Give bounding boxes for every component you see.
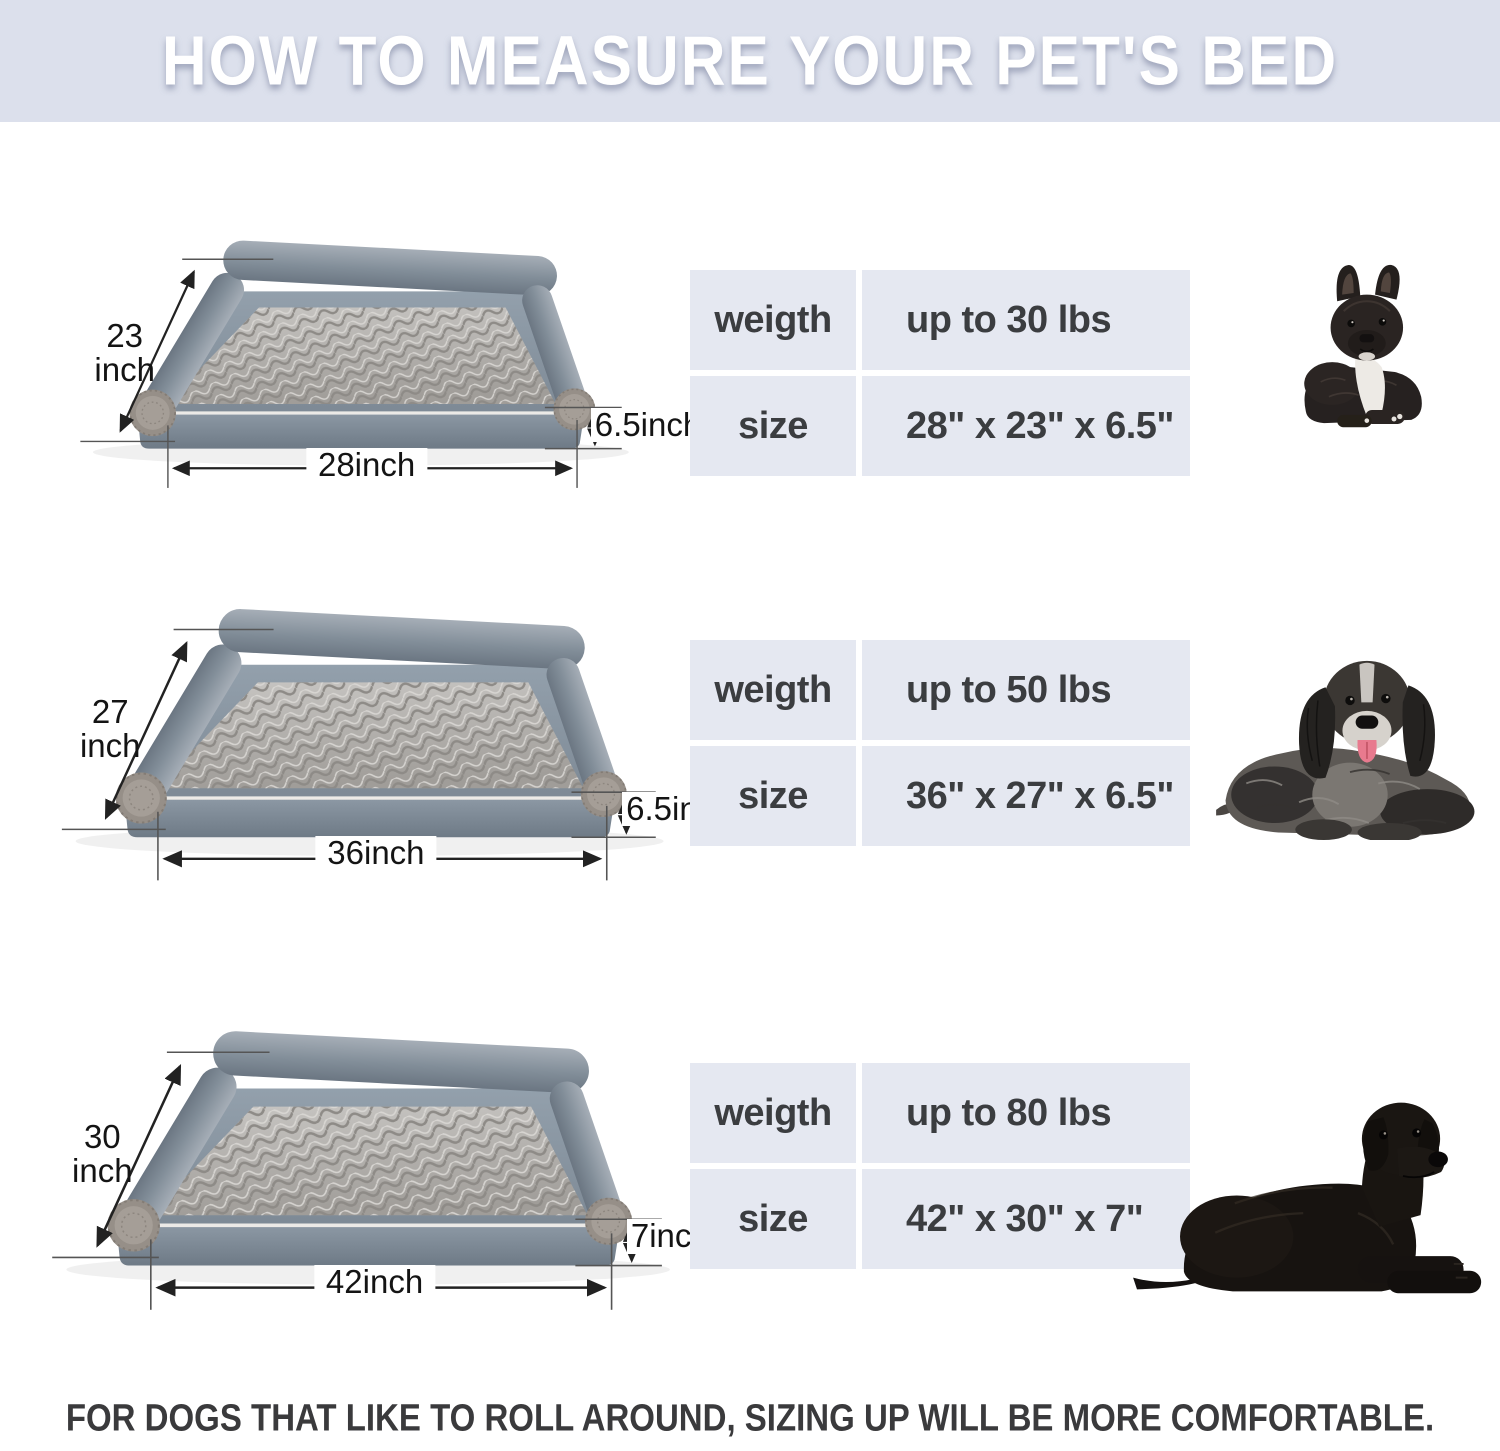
bed-diagram-medium: 27 inch 36inch 6.5inch [26,604,737,898]
width-dimension-label: 36inch [315,835,437,871]
weight-label-cell: weigth [690,270,856,370]
spec-table-small: weigth up to 30 lbs size 28" x 23" x 6.5… [690,270,1190,476]
side-dimension-label: 30 inch [43,1117,163,1189]
spec-table-medium: weigth up to 50 lbs size 36" x 27" x 6.5… [690,640,1190,846]
size-label-cell: size [690,1169,856,1269]
side-dimension-label: 23 inch [72,317,178,389]
footer-note: FOR DOGS THAT LIKE TO ROLL AROUND, SIZIN… [65,1396,1435,1439]
size-value-cell: 42" x 30" x 7" [862,1169,1190,1269]
side-dimension-unit: inch [72,1151,133,1189]
width-dimension-label: 28inch [305,447,428,483]
side-dimension-value: 23 [106,317,144,355]
weight-label-cell: weigth [690,1063,856,1163]
weight-value-cell: up to 80 lbs [862,1063,1190,1163]
bed-diagram-small: 23 inch 28inch 6.5inch [48,236,706,504]
width-dimension-label: 42inch [313,1264,436,1299]
side-dimension-label: 27 inch [52,693,169,765]
weight-value-cell: up to 50 lbs [862,640,1190,740]
side-dimension-value: 27 [91,693,129,731]
weight-label-cell: weigth [690,640,856,740]
dog-photo-black-labrador [1126,1086,1500,1306]
black-labrador-illustration [1133,1102,1482,1294]
weight-value-cell: up to 30 lbs [862,270,1190,370]
side-dimension-unit: inch [94,351,155,389]
size-value-cell: 36" x 27" x 6.5" [862,746,1190,846]
page-title: HOW TO MEASURE YOUR PET'S BED [161,22,1339,100]
cocker-spaniel-illustration [1216,660,1475,840]
dog-photo-french-bulldog [1296,258,1436,440]
size-value-cell: 28" x 23" x 6.5" [862,376,1190,476]
bed-diagram-large: 30 inch 42inch 7inch [16,1026,714,1328]
french-bulldog-illustration [1304,264,1422,428]
size-label-cell: size [690,746,856,846]
header-banner: HOW TO MEASURE YOUR PET'S BED [0,0,1500,122]
height-dimension-label: 6.5inch [590,407,706,442]
size-label-cell: size [690,376,856,476]
side-dimension-unit: inch [79,727,141,765]
spec-table-large: weigth up to 80 lbs size 42" x 30" x 7" [690,1063,1190,1269]
dog-photo-cocker-spaniel [1205,642,1495,840]
side-dimension-value: 30 [83,1117,121,1155]
